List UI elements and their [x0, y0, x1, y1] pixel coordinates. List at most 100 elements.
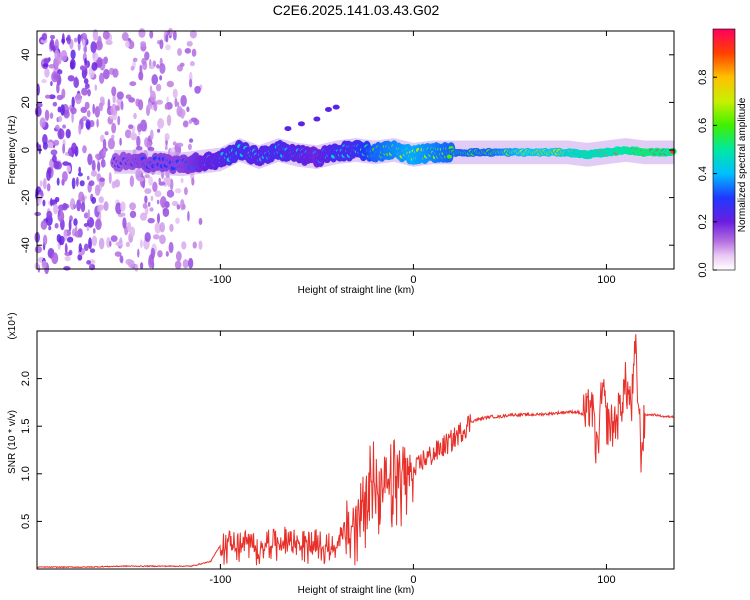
noise-blob: [92, 29, 99, 41]
noise-blob: [78, 123, 82, 135]
noise-blob: [50, 197, 53, 207]
noise-blob: [121, 31, 129, 42]
noise-blob: [85, 119, 91, 130]
noise-blob: [99, 177, 106, 182]
noise-blob: [46, 183, 51, 192]
colorbar-gradient: [712, 28, 736, 271]
noise-blob: [130, 65, 135, 71]
noise-blob: [52, 101, 58, 107]
noise-blob: [94, 84, 98, 91]
noise-blob: [182, 259, 189, 269]
noise-blob: [94, 106, 101, 118]
noise-blob: [141, 57, 147, 65]
noise-blob: [175, 188, 182, 194]
noise-blob: [149, 207, 154, 212]
noise-blob: [175, 217, 180, 224]
feature-blob: [313, 116, 321, 122]
noise-blob: [122, 217, 127, 229]
noise-blob: [187, 210, 190, 222]
noise-blob: [150, 247, 156, 260]
noise-blob: [66, 236, 74, 243]
noise-blob: [137, 176, 144, 182]
snr-y-label: SNR (10 * v/v): [7, 410, 18, 474]
noise-blob: [77, 34, 81, 45]
noise-blob: [98, 102, 104, 112]
noise-blob: [139, 239, 143, 249]
noise-blob: [136, 135, 141, 148]
noise-blob: [80, 201, 86, 213]
noise-blob: [62, 124, 66, 129]
spectrogram-y-label: Frequency (Hz): [7, 116, 18, 185]
noise-blob: [125, 94, 132, 100]
noise-blob: [154, 222, 161, 234]
noise-blob: [90, 41, 97, 54]
y-tick-label: 0.5: [20, 514, 32, 529]
noise-blob: [83, 78, 89, 85]
noise-blob: [133, 112, 137, 120]
y-tick-label: 1.5: [20, 419, 32, 434]
x-tick-label: 0: [410, 574, 416, 586]
colorbar-tick-label: 0.4: [697, 166, 709, 181]
noise-blob: [166, 30, 171, 36]
colorbar-tick-label: 0.6: [697, 118, 709, 133]
noise-blob: [86, 175, 90, 181]
noise-blob: [129, 226, 136, 238]
noise-blob: [49, 112, 54, 119]
noise-blob: [168, 241, 174, 254]
noise-blob: [56, 177, 60, 186]
noise-blob: [53, 203, 59, 215]
noise-blob: [137, 248, 140, 258]
noise-blob: [98, 72, 105, 84]
noise-blob: [68, 219, 72, 232]
noise-blob: [50, 80, 53, 87]
noise-blob: [81, 116, 88, 121]
ridge-core: [446, 154, 452, 159]
noise-blob: [56, 234, 62, 243]
noise-blob: [166, 189, 175, 198]
noise-blob: [144, 195, 148, 204]
noise-blob: [147, 217, 155, 224]
noise-blob: [149, 30, 154, 39]
noise-blob: [102, 30, 110, 40]
noise-blob: [40, 220, 48, 230]
noise-blob: [162, 207, 170, 217]
snr-series-line: [36, 334, 675, 569]
noise-blob: [34, 211, 42, 217]
noise-blob: [176, 204, 181, 210]
noise-blob: [78, 166, 81, 174]
noise-blob: [88, 237, 93, 250]
noise-blob: [144, 188, 152, 195]
noise-blob: [165, 34, 169, 43]
noise-blob: [91, 61, 98, 71]
noise-blob: [182, 120, 189, 128]
x-tick-label: 0: [410, 274, 416, 286]
noise-blob: [130, 132, 137, 140]
noise-blob: [107, 138, 115, 150]
y-tick-label: 2.0: [20, 371, 32, 386]
noise-blob: [186, 106, 190, 112]
noise-blob: [187, 143, 192, 151]
noise-blob: [175, 142, 184, 148]
noise-blob: [53, 160, 60, 170]
noise-blob: [159, 63, 166, 74]
y-tick-label: 20: [20, 96, 32, 108]
noise-blob: [94, 184, 101, 196]
x-tick-label: 100: [597, 274, 615, 286]
noise-blob: [90, 170, 98, 177]
noise-blob: [157, 118, 165, 129]
noise-blob: [79, 180, 85, 187]
noise-blob: [74, 76, 78, 88]
noise-blob: [188, 257, 194, 269]
noise-blob: [169, 223, 174, 232]
noise-blob: [63, 109, 70, 119]
noise-blob: [109, 240, 112, 247]
noise-blob: [42, 177, 47, 190]
noise-blob: [176, 105, 183, 117]
noise-blob: [150, 195, 154, 201]
spectrogram-marks: [34, 27, 677, 275]
noise-blob: [181, 241, 187, 250]
noise-blob: [189, 61, 195, 67]
noise-blob: [149, 65, 155, 70]
noise-blob: [80, 65, 85, 71]
